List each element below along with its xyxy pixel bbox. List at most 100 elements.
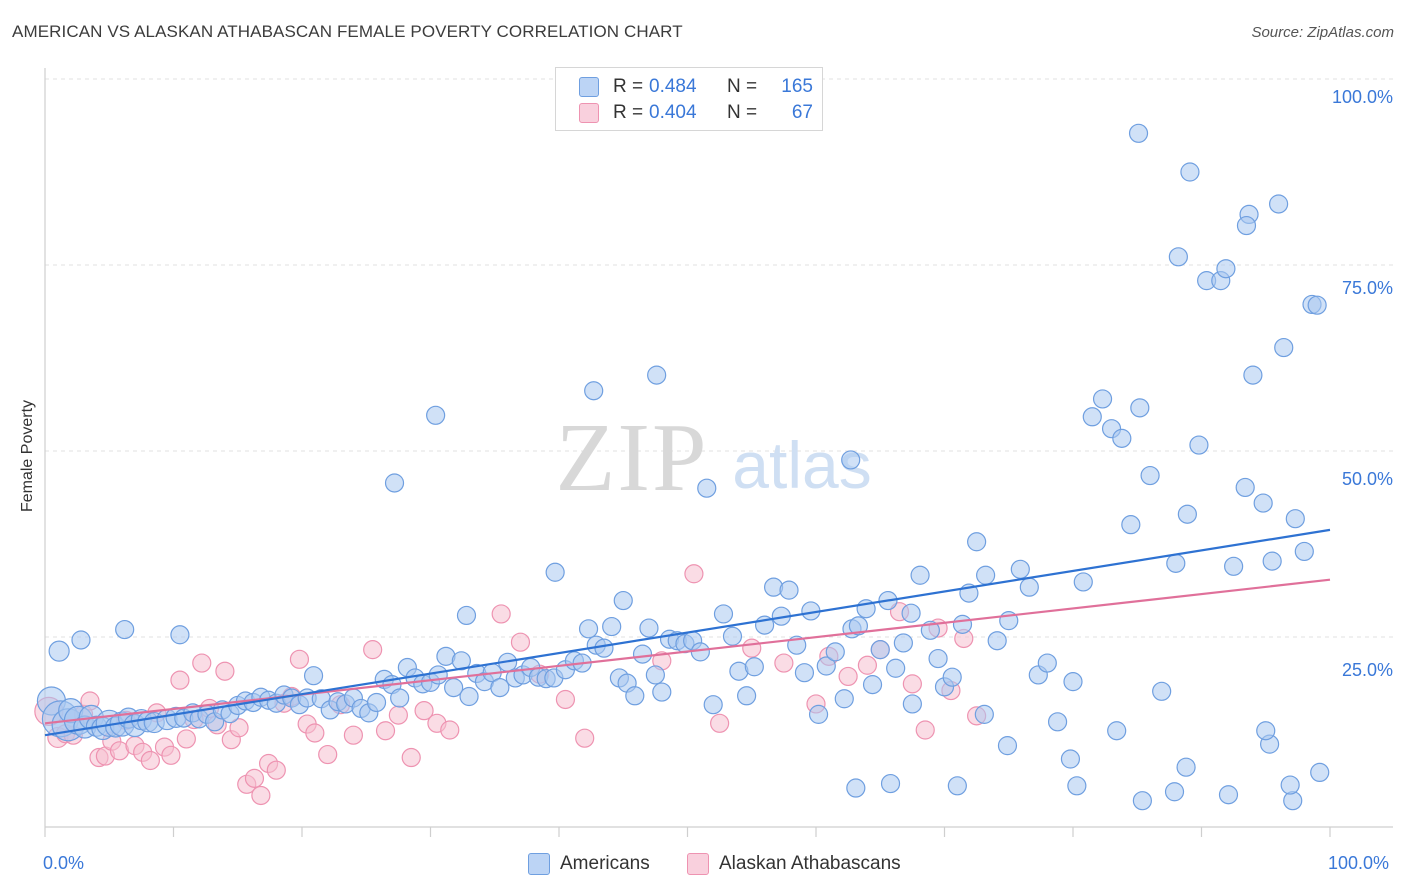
americans-point — [451, 651, 471, 671]
americans-point — [967, 532, 987, 552]
americans-point — [1019, 577, 1039, 597]
athabascans-point — [710, 713, 730, 733]
americans-point — [703, 695, 723, 715]
americans-swatch — [579, 77, 599, 97]
legend-label-americans: Americans — [560, 853, 650, 874]
americans-point — [1067, 776, 1087, 796]
americans-point — [1274, 337, 1294, 358]
americans-point — [426, 405, 446, 425]
americans-point — [893, 633, 913, 653]
americans-point — [737, 686, 757, 706]
athabascans-point — [414, 701, 434, 721]
athabascans-point — [902, 674, 922, 694]
r-value-athabascans: 0.404 — [649, 102, 697, 123]
chart-title: AMERICAN VS ALASKAN ATHABASCAN FEMALE PO… — [12, 22, 683, 41]
athabascans-point — [375, 721, 396, 741]
americans-point — [846, 778, 866, 798]
americans-point — [974, 704, 994, 724]
athabascans-trend-line — [44, 578, 1331, 725]
americans-point — [1262, 551, 1282, 571]
athabascans-point — [555, 689, 576, 710]
americans-point — [1285, 509, 1305, 529]
americans-point — [645, 665, 665, 685]
athabascans-legend-swatch — [687, 853, 709, 875]
athabascans-point — [170, 670, 190, 690]
americans-point — [1073, 572, 1093, 592]
x-tick-label-max: 100.0% — [1328, 853, 1390, 873]
athabascans-point — [510, 632, 531, 652]
americans-point — [1224, 556, 1244, 576]
athabascans-point — [575, 728, 595, 748]
americans-point — [1063, 672, 1083, 692]
athabascans-point — [838, 666, 858, 687]
athabascans-point — [266, 760, 286, 780]
r-value-americans: 0.484 — [649, 76, 697, 97]
series-americans — [36, 123, 1330, 811]
americans-point — [647, 365, 667, 385]
americans-point — [834, 689, 854, 709]
americans-point — [303, 666, 324, 686]
americans-point — [1132, 791, 1152, 811]
americans-point — [71, 630, 91, 650]
americans-point — [1310, 762, 1330, 783]
americans-point — [841, 450, 861, 470]
legend-item-americans[interactable]: Americans — [528, 852, 650, 876]
americans-point — [1280, 775, 1300, 795]
watermark-zip: ZIP — [556, 404, 709, 512]
americans-point — [459, 686, 479, 707]
americans-point — [862, 675, 883, 695]
americans-point — [976, 565, 996, 585]
athabascans-point — [363, 640, 383, 660]
stats-row-athabascans: R = 0.404 N = 67 — [556, 100, 813, 126]
watermark: ZIP atlas — [556, 404, 872, 512]
y-tick-label-75: 75.0% — [1341, 278, 1393, 298]
americans-point — [697, 478, 717, 498]
americans-point — [1107, 721, 1127, 741]
americans-point — [1256, 721, 1276, 741]
americans-point — [1168, 247, 1188, 267]
americans-point — [910, 565, 930, 585]
n-value-athabascans: 67 — [791, 102, 813, 123]
athabascans-point — [215, 661, 235, 681]
legend-item-athabascans[interactable]: Alaskan Athabascans — [687, 852, 901, 876]
stats-legend: R = 0.484 N = 165 R = 0.404 N = 67 — [555, 67, 823, 131]
americans-point — [901, 603, 921, 623]
americans-legend-swatch — [528, 853, 550, 875]
americans-point — [848, 616, 869, 636]
athabascans-point — [289, 649, 310, 669]
americans-point — [1180, 162, 1200, 182]
americans-point — [1189, 435, 1209, 455]
r-label: R = — [613, 76, 644, 97]
americans-point — [744, 657, 764, 677]
athabascans-point — [229, 718, 249, 738]
americans-point — [1092, 389, 1113, 409]
americans-point — [1164, 782, 1185, 802]
athabascans-point — [343, 725, 363, 745]
athabascans-point — [388, 705, 408, 725]
americans-point — [1236, 215, 1257, 236]
americans-point — [602, 616, 622, 637]
americans-point — [779, 580, 799, 600]
americans-point — [1218, 785, 1239, 805]
americans-point — [1243, 365, 1263, 385]
athabascans-point — [401, 747, 421, 768]
americans-point — [880, 773, 901, 794]
americans-point — [794, 663, 815, 683]
n-value-americans: 165 — [781, 76, 813, 97]
americans-point — [942, 667, 962, 687]
athabascans-point — [774, 653, 794, 673]
americans-point — [808, 704, 829, 724]
athabascans-point — [742, 638, 762, 658]
americans-point — [722, 626, 743, 646]
americans-point — [384, 473, 405, 493]
athabascans-point — [857, 655, 878, 675]
athabascans-point — [161, 745, 181, 765]
americans-point — [1130, 398, 1150, 418]
americans-point — [390, 688, 410, 708]
americans-point — [1166, 553, 1186, 573]
americans-point — [1176, 757, 1196, 777]
americans-point — [632, 644, 653, 664]
americans-point — [987, 631, 1007, 651]
americans-point — [652, 682, 672, 702]
